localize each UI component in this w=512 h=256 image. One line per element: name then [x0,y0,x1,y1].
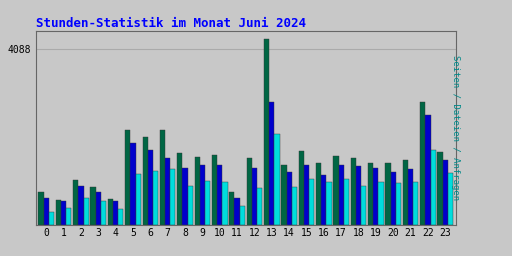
Bar [187,186,193,225]
Bar [368,163,373,225]
Bar [49,212,54,225]
Bar [205,181,210,225]
Bar [177,153,182,225]
Bar [378,182,383,225]
Bar [420,102,425,225]
Bar [333,156,338,225]
Bar [142,137,148,225]
Bar [78,186,83,225]
Bar [321,175,327,225]
Y-axis label: Seiten / Dateien / Anfragen: Seiten / Dateien / Anfragen [451,56,460,200]
Bar [91,187,96,225]
Bar [195,157,200,225]
Bar [316,163,321,225]
Bar [443,161,448,225]
Bar [66,208,71,225]
Bar [44,198,49,225]
Bar [113,201,118,225]
Bar [56,200,61,225]
Bar [136,174,141,225]
Bar [264,39,269,225]
Bar [344,179,349,225]
Bar [309,179,314,225]
Bar [118,209,123,225]
Bar [274,134,280,225]
Bar [403,159,408,225]
Bar [287,172,292,225]
Bar [153,171,158,225]
Bar [229,193,234,225]
Bar [327,182,332,225]
Bar [222,182,227,225]
Bar [200,165,205,225]
Bar [281,165,287,225]
Bar [160,130,165,225]
Bar [101,201,106,225]
Bar [373,168,378,225]
Bar [165,158,170,225]
Bar [431,150,436,225]
Bar [73,180,78,225]
Bar [257,188,262,225]
Bar [391,172,396,225]
Bar [304,165,309,225]
Bar [351,158,356,225]
Bar [234,198,240,225]
Bar [396,183,401,225]
Bar [96,192,101,225]
Bar [298,151,304,225]
Bar [252,168,257,225]
Bar [425,115,431,225]
Bar [240,206,245,225]
Bar [170,169,176,225]
Bar [413,182,418,225]
Bar [269,102,274,225]
Bar [408,169,413,225]
Bar [361,186,366,225]
Bar [83,198,89,225]
Bar [386,163,391,225]
Bar [437,152,443,225]
Bar [61,201,66,225]
Bar [148,151,153,225]
Bar [448,173,453,225]
Bar [182,168,187,225]
Bar [38,191,44,225]
Bar [125,130,131,225]
Bar [292,187,297,225]
Bar [338,165,344,225]
Bar [131,143,136,225]
Bar [247,158,252,225]
Bar [217,165,222,225]
Text: Stunden-Statistik im Monat Juni 2024: Stunden-Statistik im Monat Juni 2024 [36,17,306,29]
Bar [212,155,217,225]
Bar [108,199,113,225]
Bar [356,166,361,225]
